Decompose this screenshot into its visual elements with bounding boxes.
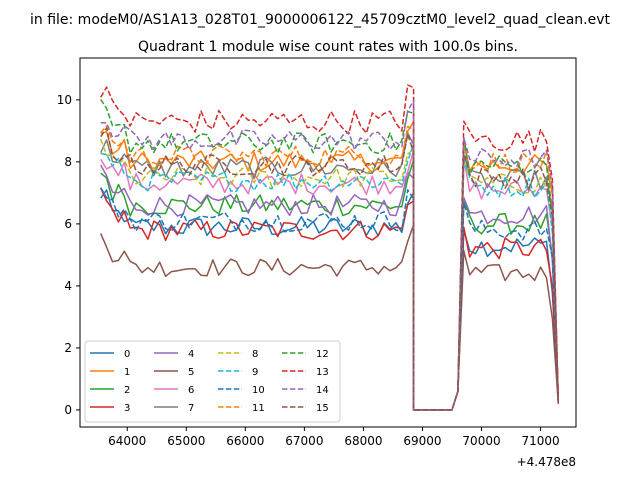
legend-label-4: 4 (188, 349, 194, 360)
series-line-6 (100, 149, 560, 411)
series-line-10 (100, 187, 560, 411)
legend-label-10: 10 (252, 385, 265, 396)
series-line-4 (100, 164, 560, 411)
series-line-9 (100, 142, 560, 411)
legend-label-7: 7 (188, 403, 194, 414)
x-tick-label: 64000 (108, 434, 146, 448)
plot-frame (79, 57, 577, 428)
chart-title: Quadrant 1 module wise count rates with … (138, 39, 518, 55)
series-line-8 (99, 138, 560, 411)
legend-label-9: 9 (252, 367, 258, 378)
y-tick-label: 6 (64, 217, 72, 231)
x-tick-label: 67000 (285, 434, 323, 448)
series-line-15 (100, 127, 560, 411)
legend-label-5: 5 (188, 367, 194, 378)
legend-label-1: 1 (124, 367, 130, 378)
y-tick-label: 2 (64, 341, 72, 355)
x-tick-label: 65000 (167, 434, 205, 448)
legend-label-8: 8 (252, 349, 258, 360)
y-tick-label: 4 (64, 279, 72, 293)
legend-box (84, 340, 341, 423)
legend-label-12: 12 (316, 349, 329, 360)
x-tick-label: 69000 (403, 434, 441, 448)
axis-ticks: 64000 65000 66000 67000 68000 69000 70000 71000… (57, 93, 560, 448)
plot-lines (99, 84, 560, 411)
x-tick-label: 71000 (521, 434, 559, 448)
series-line-5 (100, 224, 560, 411)
series-line-14 (100, 100, 560, 411)
legend-label-13: 13 (316, 367, 329, 378)
legend-label-15: 15 (316, 403, 329, 414)
legend-label-14: 14 (316, 385, 329, 396)
x-tick-label: 70000 (462, 434, 500, 448)
y-tick-label: 0 (64, 403, 72, 417)
series-line-1 (100, 120, 560, 411)
figure-suptitle: in file: modeM0/AS1A13_028T01_9000006122… (30, 12, 611, 28)
x-tick-label: 68000 (344, 434, 382, 448)
x-tick-label: 66000 (226, 434, 264, 448)
series-line-7 (100, 132, 560, 411)
legend-label-0: 0 (124, 349, 130, 360)
x-offset-label: +4.478e8 (517, 455, 576, 469)
series-line-13 (100, 84, 560, 411)
legend-label-6: 6 (188, 385, 194, 396)
y-tick-label: 10 (57, 93, 72, 107)
legend-label-3: 3 (124, 403, 130, 414)
series-line-12 (100, 98, 560, 411)
y-tick-label: 8 (64, 155, 72, 169)
legend-label-2: 2 (124, 385, 130, 396)
legend-label-11: 11 (252, 403, 265, 414)
